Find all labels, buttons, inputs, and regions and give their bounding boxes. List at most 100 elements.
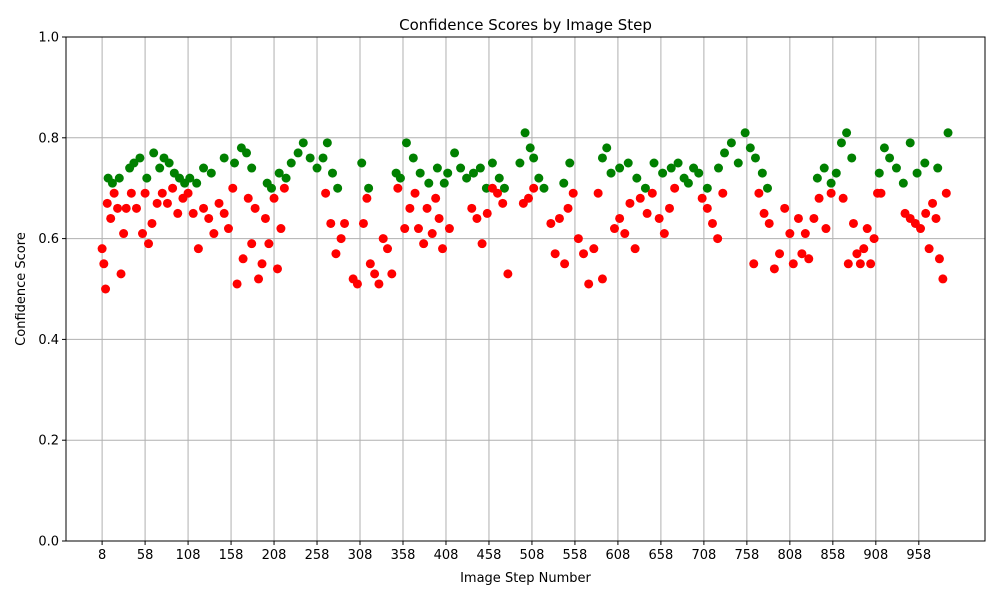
red-data-point (754, 188, 764, 198)
red-data-point (144, 239, 154, 249)
red-data-point (321, 188, 331, 198)
red-data-point (934, 254, 944, 264)
red-data-point (97, 244, 107, 254)
green-data-point (185, 173, 195, 183)
red-data-point (427, 229, 437, 239)
plot-frame (65, 36, 986, 542)
green-data-point (819, 163, 829, 173)
green-data-point (286, 158, 296, 168)
green-data-point (597, 153, 607, 163)
green-data-point (529, 153, 539, 163)
green-data-point (874, 168, 884, 178)
red-data-point (113, 203, 123, 213)
x-tick-label: 508 (520, 548, 545, 563)
red-data-point (814, 193, 824, 203)
green-data-point (640, 183, 650, 193)
green-data-point (322, 138, 332, 148)
green-data-point (694, 168, 704, 178)
red-data-point (228, 183, 238, 193)
red-data-point (99, 259, 109, 269)
x-tick-label: 958 (906, 548, 931, 563)
red-data-point (579, 249, 589, 259)
green-data-point (515, 158, 525, 168)
red-data-point (635, 193, 645, 203)
red-data-point (866, 259, 876, 269)
green-data-point (494, 173, 504, 183)
green-data-point (733, 158, 743, 168)
red-data-point (109, 188, 119, 198)
red-data-point (568, 188, 578, 198)
green-data-point (745, 143, 755, 153)
red-data-point (707, 218, 717, 228)
green-data-point (155, 163, 165, 173)
red-data-point (764, 218, 774, 228)
green-data-point (475, 163, 485, 173)
green-data-point (456, 163, 466, 173)
x-tick-label: 58 (137, 548, 154, 563)
green-data-point (623, 158, 633, 168)
red-data-point (131, 203, 141, 213)
green-data-point (364, 183, 374, 193)
red-data-point (843, 259, 853, 269)
red-data-point (876, 188, 886, 198)
green-data-point (415, 168, 425, 178)
green-data-point (920, 158, 930, 168)
red-data-point (106, 213, 116, 223)
red-data-point (916, 224, 926, 234)
red-data-point (573, 234, 583, 244)
green-data-point (559, 178, 569, 188)
green-data-point (395, 173, 405, 183)
red-data-point (921, 208, 931, 218)
red-data-point (232, 279, 242, 289)
red-data-point (331, 249, 341, 259)
red-data-point (358, 218, 368, 228)
green-data-point (206, 168, 216, 178)
green-data-point (847, 153, 857, 163)
red-data-point (793, 213, 803, 223)
green-data-point (298, 138, 308, 148)
green-data-point (247, 163, 257, 173)
red-data-point (431, 193, 441, 203)
red-data-point (243, 193, 253, 203)
red-data-point (563, 203, 573, 213)
green-data-point (114, 173, 124, 183)
x-tick-label: 658 (648, 548, 673, 563)
green-data-point (539, 183, 549, 193)
red-data-point (546, 218, 556, 228)
green-data-point (606, 168, 616, 178)
green-data-point (534, 173, 544, 183)
red-data-point (116, 269, 126, 279)
x-tick-label: 358 (391, 548, 416, 563)
red-data-point (775, 249, 785, 259)
red-data-point (550, 249, 560, 259)
red-data-point (749, 259, 759, 269)
red-data-point (503, 269, 513, 279)
green-data-point (683, 178, 693, 188)
red-data-point (419, 239, 429, 249)
green-data-point (885, 153, 895, 163)
green-data-point (333, 183, 343, 193)
red-data-point (797, 249, 807, 259)
x-tick-label: 808 (777, 548, 802, 563)
red-data-point (855, 259, 865, 269)
red-data-point (584, 279, 594, 289)
red-data-point (560, 259, 570, 269)
green-data-point (898, 178, 908, 188)
red-data-point (336, 234, 346, 244)
green-data-point (826, 178, 836, 188)
red-data-point (826, 188, 836, 198)
red-data-point (247, 239, 257, 249)
green-data-point (487, 158, 497, 168)
green-data-point (357, 158, 367, 168)
x-tick-label: 408 (434, 548, 459, 563)
red-data-point (147, 218, 157, 228)
y-tick-label: 0.0 (38, 535, 59, 550)
red-data-point (413, 224, 423, 234)
red-data-point (168, 183, 178, 193)
red-data-point (848, 218, 858, 228)
x-tick-label: 458 (477, 548, 502, 563)
red-data-point (340, 218, 350, 228)
y-tick-label: 0.4 (38, 333, 59, 348)
green-data-point (462, 173, 472, 183)
